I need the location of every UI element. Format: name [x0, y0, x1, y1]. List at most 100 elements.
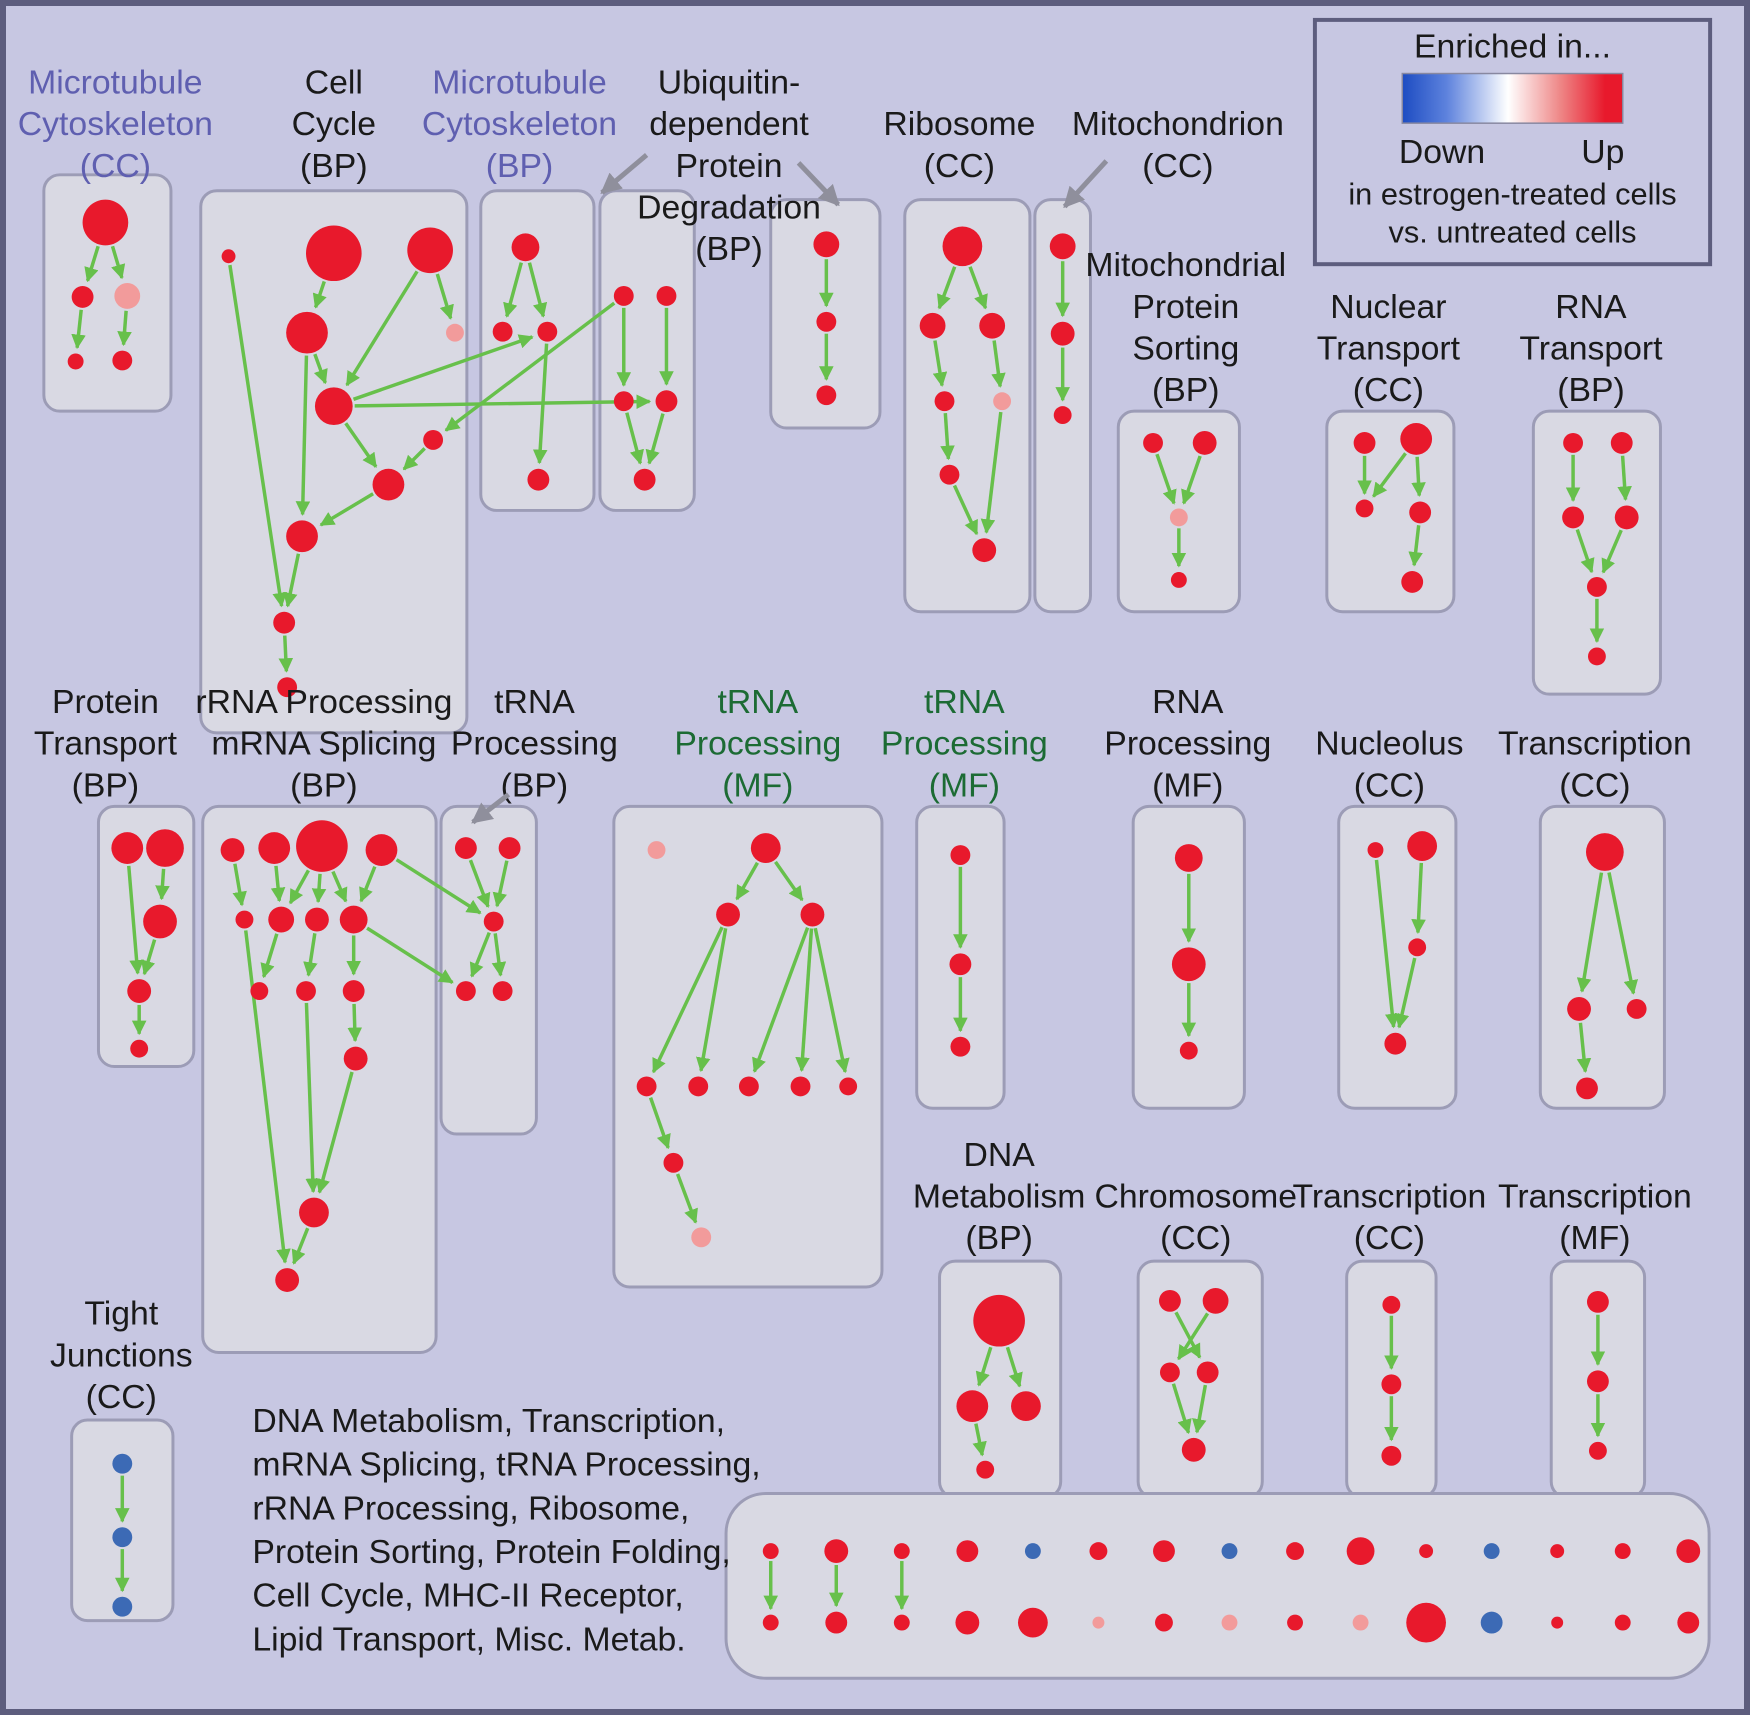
trna-processing-bp-node-1: [498, 837, 521, 859]
go-term-edge: [975, 1346, 993, 1387]
trna-processing-mf-large-node-2: [716, 902, 740, 927]
label-pointer-arrow: [796, 161, 841, 207]
rrna-processing-mrna-splicing-bp-node-10: [342, 980, 365, 1002]
rna-transport-bp-box: [1531, 409, 1662, 696]
go-term-edge: [645, 413, 665, 465]
go-term-edge: [444, 301, 616, 432]
go-term-edge: [395, 858, 482, 915]
misc-multi-category-node-12: [1550, 1544, 1565, 1559]
go-term-edge: [980, 411, 1003, 534]
tight-junctions-cc-node-2: [112, 1596, 133, 1617]
ubiquitin-degradation-bp-left-node-1: [656, 286, 677, 306]
legend-caption: in estrogen-treated cells vs. untreated c…: [1348, 177, 1676, 250]
rrna-processing-mrna-splicing-bp-node-0: [220, 838, 245, 862]
ubiquitin-degradation-bp-left-node-4: [633, 468, 656, 491]
go-term-edge: [968, 266, 988, 310]
tight-junctions-cc-node-0: [112, 1453, 133, 1474]
go-term-edge: [435, 273, 454, 320]
nuclear-transport-cc-node-4: [1401, 571, 1424, 593]
misc-multi-category-node-19: [1017, 1607, 1048, 1638]
go-term-edge: [315, 1071, 354, 1194]
protein-transport-bp-node-3: [127, 979, 152, 1003]
misc-multi-category-node-7: [1221, 1543, 1238, 1560]
go-term-edge: [1192, 1384, 1208, 1434]
legend-title: Enriched in...: [1414, 28, 1611, 66]
rrna-processing-mrna-splicing-bp-node-2: [296, 820, 348, 872]
misc-multi-category-node-23: [1287, 1614, 1303, 1631]
mitochondrion-cc-label: Mitochondrion (CC): [1072, 105, 1284, 185]
go-term-edge: [675, 1173, 698, 1224]
go-term-edge: [468, 859, 491, 909]
mitochondrion-cc-node-1: [1050, 321, 1075, 346]
protein-transport-bp-label: Protein Transport (BP): [34, 683, 178, 804]
go-term-edge: [527, 262, 548, 318]
tight-junctions-cc-node-1: [112, 1527, 133, 1548]
go-term-edge: [648, 1097, 671, 1150]
ubiquitin-degradation-bp-left-box: [598, 189, 696, 512]
nucleolus-cc-box: [1337, 804, 1458, 1110]
mitochondrial-protein-sorting-bp-node-2: [1169, 508, 1188, 527]
cell-cycle-bp-node-1: [306, 225, 362, 282]
go-term-edge: [1607, 872, 1639, 995]
trna-processing-mf-large-node-6: [738, 1076, 759, 1097]
chromosome-cc-node-2: [1159, 1362, 1180, 1383]
mitochondrion-cc-node-0: [1049, 233, 1076, 260]
go-term-edge: [354, 394, 652, 409]
go-term-edge: [492, 860, 509, 908]
rna-transport-bp-node-2: [1562, 506, 1585, 529]
go-term-edge: [952, 484, 979, 536]
nuclear-transport-cc-node-3: [1409, 501, 1432, 524]
go-term-edge: [503, 262, 523, 318]
trna-processing-mf-large-node-5: [688, 1076, 709, 1097]
ribosome-cc-node-4: [993, 392, 1012, 411]
go-enrichment-network-figure: Microtubule Cytoskeleton (CC) Cell Cycle (BP)…: [18, 17, 1713, 1680]
ubiquitin-degradation-bp-left-node-0: [613, 286, 634, 306]
trna-processing-mf-large-node-1: [750, 833, 781, 863]
legend-gradient-bar: [1401, 72, 1624, 124]
trna-processing-mf-small-node-2: [950, 1036, 971, 1057]
go-term-edge: [228, 264, 287, 608]
cell-cycle-bp-node-3: [286, 311, 328, 354]
go-term-edge: [270, 865, 286, 903]
go-term-edge: [1617, 455, 1632, 502]
ribosome-cc-label: Ribosome (CC): [883, 105, 1035, 185]
rrna-processing-mrna-splicing-bp-node-12: [299, 1197, 329, 1228]
go-term-edge: [469, 931, 491, 978]
cell-cycle-bp-node-2: [407, 227, 453, 274]
mitochondrial-protein-sorting-bp-node-1: [1192, 431, 1217, 455]
misc-multi-category-node-20: [1092, 1616, 1105, 1629]
rna-processing-mf-node-1: [1171, 947, 1206, 982]
go-term-edge: [319, 492, 374, 527]
misc-multi-category-node-11: [1483, 1543, 1500, 1560]
transcription-cc-bottom-node-2: [1381, 1445, 1402, 1466]
microtubule-cytoskeleton-bp-node-1: [492, 321, 513, 342]
go-term-edge: [1005, 1346, 1023, 1388]
go-term-edge: [295, 355, 311, 516]
go-term-edge: [1155, 453, 1177, 505]
rrna-processing-mrna-splicing-bp-node-5: [268, 906, 295, 933]
ubiquitin-degradation-bp-left-node-2: [613, 391, 634, 412]
label-pointer-arrow: [471, 792, 511, 825]
trna-processing-mf-large-node-8: [839, 1077, 858, 1096]
go-term-edge: [232, 863, 247, 907]
cell-cycle-bp-node-5: [314, 387, 353, 426]
go-term-edge: [304, 1002, 321, 1194]
ubiquitin-degradation-bp-left-label: Ubiquitin-dependent Protein Degradation (BP…: [637, 63, 821, 268]
protein-transport-bp-node-2: [143, 904, 177, 939]
nuclear-transport-cc-node-0: [1353, 431, 1376, 454]
rrna-processing-mrna-splicing-bp-node-11: [343, 1046, 368, 1071]
go-term-edge: [278, 635, 294, 673]
tight-junctions-cc-label: Tight Junctions (CC): [50, 1295, 193, 1416]
trna-processing-mf-small-node-1: [949, 953, 972, 976]
mitochondrion-cc-node-2: [1053, 406, 1072, 425]
transcription-cc-top-node-1: [1567, 997, 1591, 1021]
transcription-cc-bottom-label: Transcription (CC): [1292, 1178, 1486, 1258]
misc-multi-category-node-16: [825, 1611, 848, 1634]
microtubule-cytoskeleton-bp-node-2: [537, 321, 558, 342]
go-term-edge: [155, 868, 170, 901]
trna-processing-bp-node-0: [454, 837, 477, 859]
trna-processing-bp-label: tRNA Processing (BP): [451, 683, 618, 804]
legend-up-label: Up: [1581, 133, 1624, 171]
go-term-edge: [932, 340, 948, 387]
